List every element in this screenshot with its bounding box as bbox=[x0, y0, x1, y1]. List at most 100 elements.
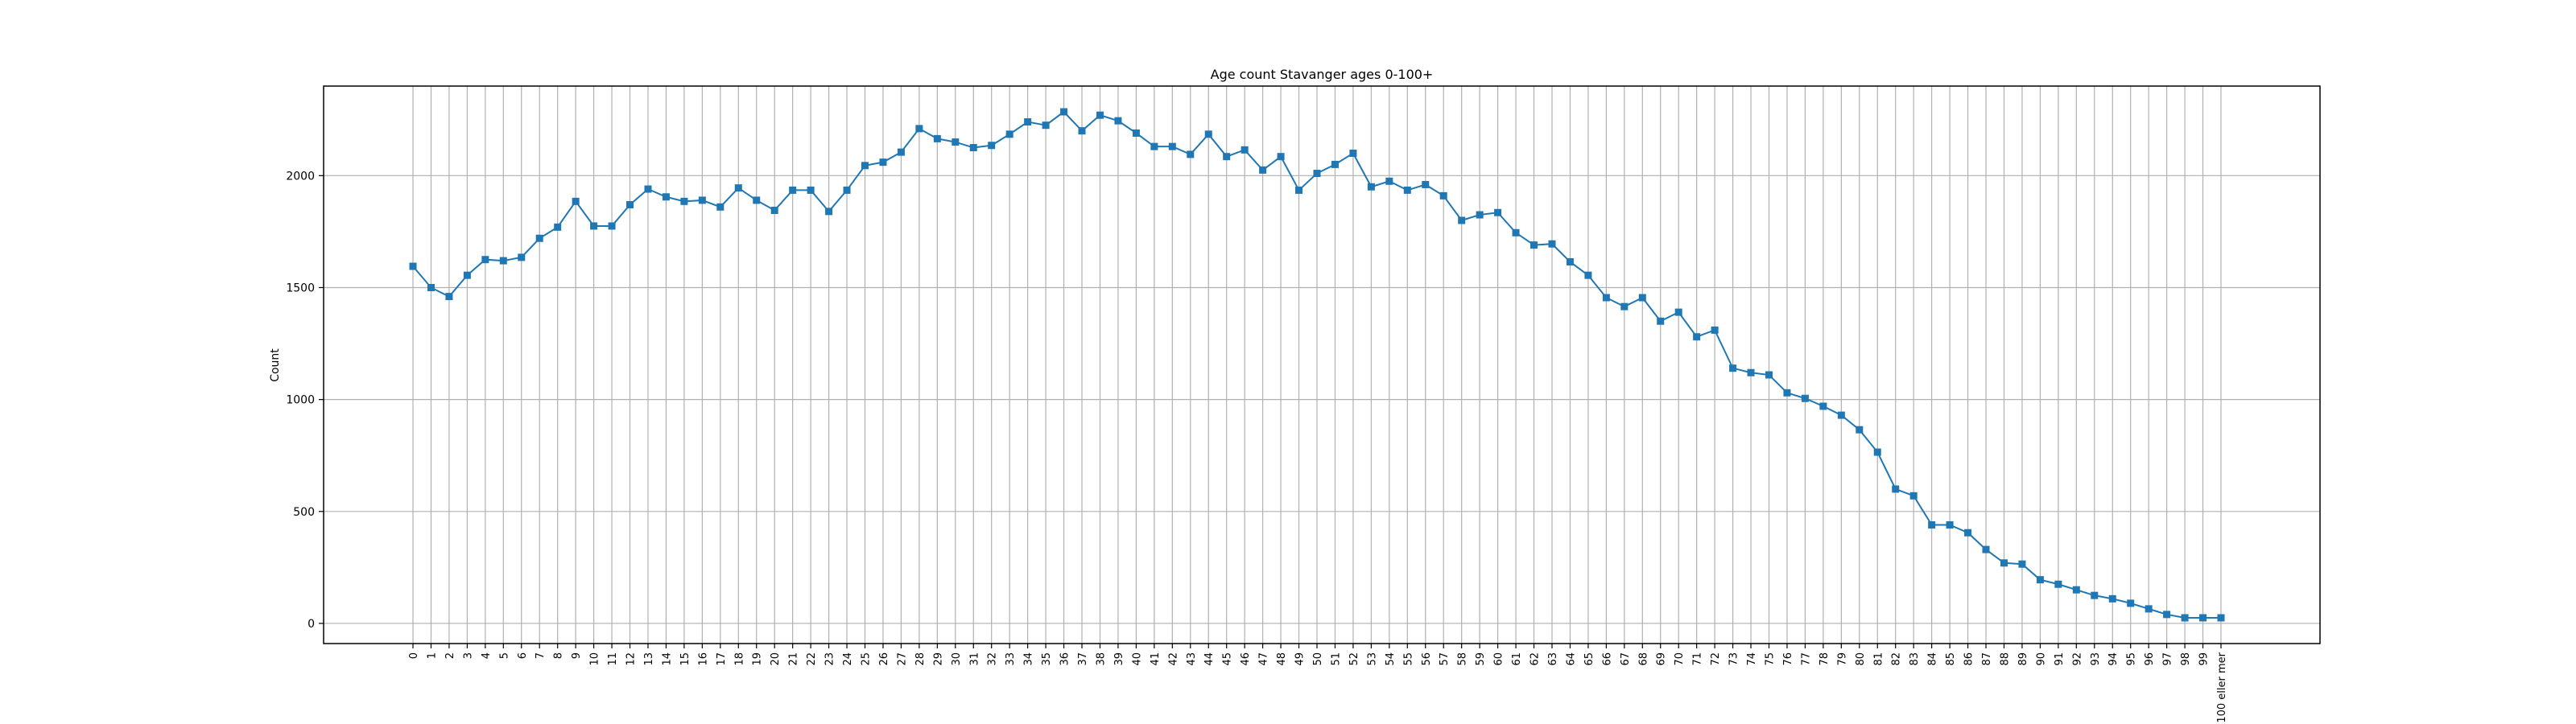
x-tick-label: 81 bbox=[1872, 652, 1885, 666]
data-point-marker bbox=[1313, 170, 1321, 178]
data-point-marker bbox=[2054, 580, 2062, 588]
data-point-marker bbox=[1765, 371, 1773, 379]
data-point-marker bbox=[1530, 241, 1538, 249]
data-point-marker bbox=[2108, 594, 2116, 603]
x-tick-label: 79 bbox=[1836, 652, 1848, 666]
x-tick-label: 18 bbox=[733, 652, 745, 666]
x-tick-label: 35 bbox=[1041, 652, 1053, 666]
data-point-marker bbox=[1638, 294, 1646, 302]
data-point-marker bbox=[1620, 302, 1629, 311]
x-tick-label: 84 bbox=[1927, 652, 1939, 666]
x-tick-label: 27 bbox=[896, 652, 908, 666]
data-point-marker bbox=[662, 193, 670, 201]
data-point-marker bbox=[409, 262, 417, 270]
x-tick-label: 72 bbox=[1710, 652, 1722, 666]
data-point-marker bbox=[1837, 411, 1845, 419]
x-tick-label: 92 bbox=[2071, 652, 2083, 666]
x-tick-label: 31 bbox=[968, 652, 980, 666]
x-tick-label: 36 bbox=[1059, 652, 1071, 666]
data-point-marker bbox=[1060, 108, 1068, 116]
x-tick-label: 76 bbox=[1782, 652, 1794, 666]
x-tick-label: 49 bbox=[1294, 652, 1307, 666]
data-point-marker bbox=[825, 208, 833, 216]
x-tick-label: 52 bbox=[1348, 652, 1360, 666]
data-point-marker bbox=[1566, 257, 1574, 265]
data-point-marker bbox=[1422, 180, 1430, 188]
x-tick-label: 42 bbox=[1167, 652, 1179, 666]
y-tick-label: 2000 bbox=[286, 170, 315, 183]
data-point-marker bbox=[1729, 364, 1737, 372]
x-tick-label: 88 bbox=[1999, 652, 2011, 666]
x-tick-label: 46 bbox=[1240, 652, 1252, 666]
x-tick-label: 23 bbox=[824, 652, 836, 666]
data-point-marker bbox=[1385, 177, 1393, 185]
x-tick-label: 17 bbox=[716, 652, 728, 666]
x-tick-label: 53 bbox=[1366, 652, 1378, 666]
x-tick-label: 38 bbox=[1095, 652, 1107, 666]
x-tick-label: 43 bbox=[1186, 652, 1198, 666]
data-point-marker bbox=[879, 158, 887, 167]
data-point-marker bbox=[644, 185, 652, 193]
x-tick-label: 47 bbox=[1258, 652, 1270, 666]
data-point-marker bbox=[1367, 183, 1375, 191]
x-tick-label: 5 bbox=[498, 652, 510, 659]
data-point-marker bbox=[1946, 520, 1954, 529]
data-point-marker bbox=[1873, 448, 1881, 456]
x-tick-label: 69 bbox=[1656, 652, 1668, 666]
x-tick-label: 61 bbox=[1511, 652, 1523, 666]
data-point-marker bbox=[1512, 228, 1520, 237]
x-tick-label: 15 bbox=[679, 652, 691, 666]
x-tick-label: 11 bbox=[607, 652, 619, 666]
x-tick-label: 90 bbox=[2035, 652, 2047, 666]
y-axis-ticks: 0 500 1000 1500 2000 bbox=[286, 170, 324, 631]
x-tick-label: 51 bbox=[1330, 652, 1342, 666]
data-point-marker bbox=[1277, 153, 1285, 161]
x-tick-label: 0 bbox=[408, 652, 420, 659]
data-point-marker bbox=[2018, 560, 2026, 568]
y-tick-label: 500 bbox=[293, 506, 315, 519]
x-tick-label: 80 bbox=[1855, 652, 1867, 666]
x-tick-label: 50 bbox=[1312, 652, 1324, 666]
data-point-marker bbox=[861, 162, 869, 170]
data-point-marker bbox=[1042, 121, 1050, 130]
x-tick-label: 32 bbox=[987, 652, 999, 666]
data-point-marker bbox=[2199, 614, 2207, 622]
x-tick-label: 74 bbox=[1746, 652, 1758, 666]
data-point-marker bbox=[2217, 614, 2225, 622]
data-point-marker bbox=[1494, 208, 1502, 216]
data-point-marker bbox=[1548, 240, 1556, 248]
x-tick-label: 96 bbox=[2144, 652, 2156, 666]
plot-frame bbox=[323, 85, 2321, 644]
data-point-marker bbox=[572, 197, 580, 205]
data-point-marker bbox=[988, 142, 996, 150]
data-point-marker bbox=[481, 256, 489, 264]
x-tick-label: 82 bbox=[1891, 652, 1903, 666]
data-point-marker bbox=[2163, 611, 2171, 619]
x-tick-label: 100 eller mer bbox=[2216, 652, 2228, 722]
data-point-marker bbox=[969, 144, 977, 152]
data-point-marker bbox=[1403, 186, 1411, 194]
data-point-marker bbox=[535, 234, 543, 242]
x-tick-label: 99 bbox=[2198, 652, 2211, 666]
data-point-marker bbox=[2072, 586, 2080, 594]
x-tick-label: 95 bbox=[2126, 652, 2138, 666]
x-tick-label: 73 bbox=[1728, 652, 1740, 666]
data-point-marker bbox=[698, 196, 706, 204]
x-tick-label: 98 bbox=[2180, 652, 2192, 666]
data-point-marker bbox=[2127, 599, 2135, 607]
data-point-marker bbox=[933, 134, 941, 142]
data-point-marker bbox=[1674, 308, 1682, 316]
x-tick-label: 65 bbox=[1583, 652, 1596, 666]
x-tick-label: 39 bbox=[1113, 652, 1125, 666]
x-tick-label: 7 bbox=[535, 652, 547, 659]
data-point-marker bbox=[1476, 211, 1484, 219]
data-point-marker bbox=[1114, 117, 1122, 125]
x-tick-label: 21 bbox=[788, 652, 800, 666]
data-point-marker bbox=[1892, 485, 1900, 493]
x-tick-label: 71 bbox=[1692, 652, 1704, 666]
x-tick-label: 75 bbox=[1765, 652, 1777, 666]
x-tick-label: 33 bbox=[1005, 652, 1017, 666]
x-tick-label: 55 bbox=[1402, 652, 1414, 666]
